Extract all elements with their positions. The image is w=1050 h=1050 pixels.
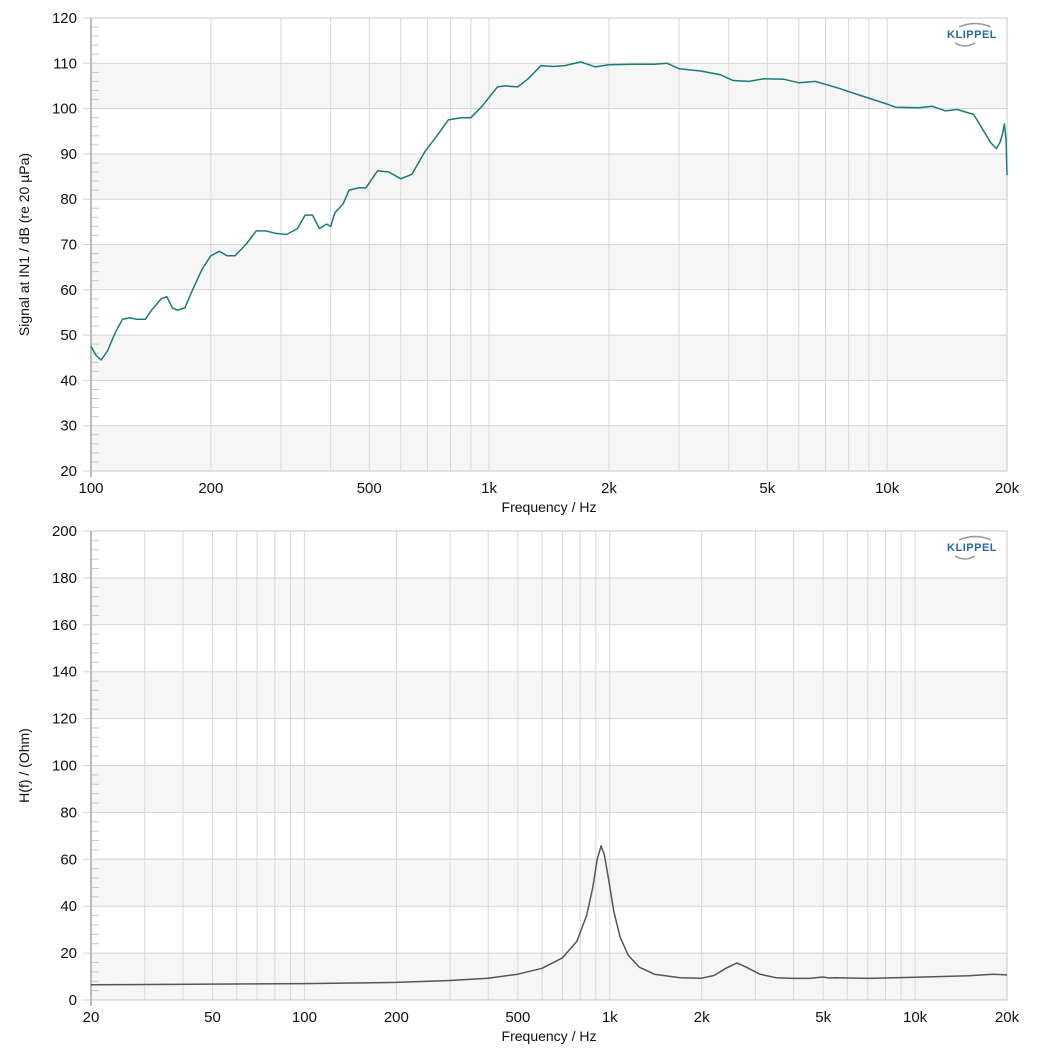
y-tick-label: 90: [60, 146, 77, 163]
y-tick-label: 120: [52, 711, 77, 728]
klippel-logo: KLIPPEL: [947, 22, 997, 47]
x-tick-label: 500: [505, 1009, 530, 1026]
y-tick-label: 60: [60, 282, 77, 299]
y-tick-label: 50: [60, 327, 77, 344]
series-line: [90, 61, 1008, 361]
x-tick-label: 50: [204, 1009, 221, 1026]
y-tick-label: 80: [60, 804, 77, 821]
grid-band: [91, 859, 1007, 907]
y-tick-label: 180: [52, 570, 77, 587]
y-tick-label: 40: [60, 372, 77, 389]
x-tick-label: 2k: [601, 480, 617, 497]
logo-arc-top: [958, 535, 992, 541]
y-tick-label: 30: [60, 418, 77, 435]
grid-band: [91, 671, 1007, 719]
y-tick-label: 100: [52, 758, 77, 775]
x-tick-label: 1k: [602, 1009, 618, 1026]
y-tick-label: 20: [60, 463, 77, 480]
x-tick-label: 10k: [903, 1009, 928, 1026]
y-tick-label: 60: [60, 851, 77, 868]
logo-arc-bottom: [954, 42, 976, 47]
logo-arc-bottom: [954, 555, 976, 560]
x-tick-label: 5k: [759, 480, 775, 497]
x-tick-label: 200: [198, 480, 223, 497]
chart-1: 20 30 40 50 60 70 80 90 100 110 120 100 200 500 1k 2k 5k…: [16, 10, 1020, 515]
chart-2: 0 20 40 60 80 100 120 140 160 180 200 20 50 100 200 500…: [16, 523, 1020, 1044]
y-tick-label: 70: [60, 237, 77, 254]
grid-band: [91, 335, 1007, 381]
x-axis-title: Frequency / Hz: [502, 1028, 597, 1044]
y-tick-label: 140: [52, 664, 77, 681]
grid-band: [91, 425, 1007, 471]
logo-text: KLIPPEL: [947, 29, 997, 41]
x-tick-label: 100: [78, 480, 103, 497]
logo-text: KLIPPEL: [947, 542, 997, 554]
y-axis-title: H(f) / (Ohm): [16, 728, 32, 803]
grid-band: [91, 577, 1007, 625]
x-tick-label: 200: [384, 1009, 409, 1026]
y-tick-label: 110: [53, 55, 77, 72]
grid-band: [91, 153, 1007, 200]
x-tick-label: 2k: [694, 1009, 710, 1026]
x-tick-label: 20: [83, 1009, 100, 1026]
grid-band: [91, 953, 1007, 1000]
y-tick-label: 0: [69, 992, 77, 1009]
y-tick-label: 20: [60, 945, 77, 962]
y-axis-title: Signal at IN1 / dB (re 20 µPa): [16, 153, 32, 336]
x-tick-label: 20k: [995, 1009, 1020, 1026]
x-tick-label: 100: [292, 1009, 317, 1026]
logo-arc-top: [958, 22, 992, 28]
x-tick-label: 1k: [481, 480, 497, 497]
x-tick-label: 500: [357, 480, 382, 497]
grid-band: [91, 244, 1007, 290]
x-tick-label: 5k: [815, 1009, 831, 1026]
y-tick-label: 200: [52, 523, 77, 540]
x-tick-label: 20k: [995, 480, 1020, 497]
klippel-logo: KLIPPEL: [947, 535, 997, 560]
y-tick-label: 100: [52, 101, 77, 118]
x-axis-title: Frequency / Hz: [502, 499, 597, 515]
series-line: [90, 845, 1008, 986]
y-tick-label: 120: [52, 10, 77, 27]
grid-band: [91, 765, 1007, 813]
y-tick-label: 80: [60, 191, 77, 208]
grid-band: [91, 63, 1007, 109]
y-tick-label: 160: [52, 617, 77, 634]
x-tick-label: 10k: [875, 480, 900, 497]
y-tick-label: 40: [60, 898, 77, 915]
